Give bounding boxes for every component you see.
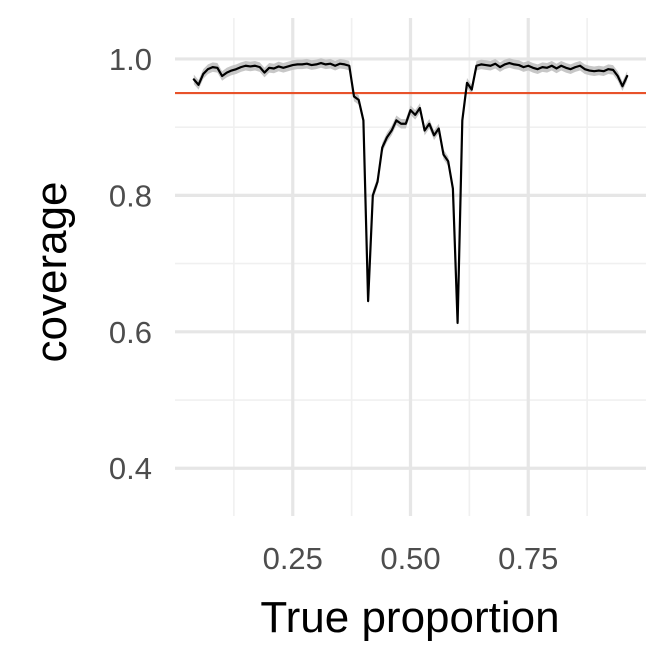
x-tick-label-0: 0.25 [263,541,323,576]
x-tick-label-2: 0.75 [498,541,558,576]
coverage-line-0 [192,61,629,325]
x-tick-label-1: 0.50 [380,541,440,576]
y-tick-label-3: 1.0 [109,42,152,77]
y-tick-label-2: 0.8 [109,178,152,213]
x-axis-title: True proportion [260,593,559,642]
y-tick-label-1: 0.6 [109,315,152,350]
y-tick-labels: 0.4 0.6 0.8 1.0 [109,42,152,486]
y-axis-title: coverage [27,181,76,362]
major-gridlines [175,18,646,516]
x-tick-labels: 0.25 0.50 0.75 [263,541,559,576]
series-line-layer [192,61,629,325]
y-tick-label-0: 0.4 [109,451,152,486]
